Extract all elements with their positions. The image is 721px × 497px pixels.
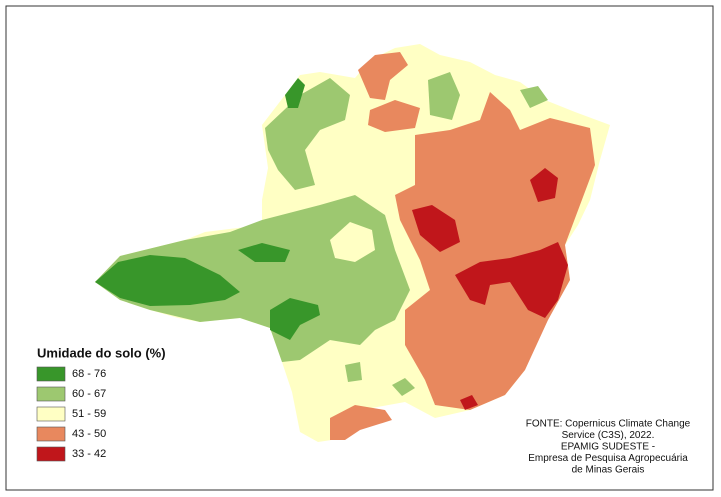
legend: Umidade do solo (%) 68 - 76 60 - 67 51 - 5… <box>36 345 166 462</box>
region <box>412 205 460 252</box>
legend-swatch <box>36 366 66 382</box>
region <box>368 100 420 132</box>
region <box>330 405 392 440</box>
region <box>345 362 362 382</box>
region <box>392 378 415 396</box>
source-note: FONTE: Copernicus Climate ChangeService … <box>526 419 691 476</box>
source-line: Service (C3S), 2022. <box>562 430 655 441</box>
region <box>455 242 568 318</box>
legend-title: Umidade do solo (%) <box>37 345 166 360</box>
legend-label: 68 - 76 <box>72 368 106 380</box>
region <box>270 298 320 340</box>
region <box>95 195 410 362</box>
legend-label: 43 - 50 <box>72 428 106 440</box>
legend-label: 33 - 42 <box>72 448 106 460</box>
source-line: FONTE: Copernicus Climate Change <box>526 419 691 430</box>
legend-swatch <box>36 386 66 402</box>
legend-swatch <box>36 406 66 422</box>
region <box>265 78 350 190</box>
region <box>238 243 290 262</box>
region <box>520 86 548 108</box>
region <box>460 395 478 410</box>
legend-swatch <box>36 426 66 442</box>
legend-label: 60 - 67 <box>72 388 106 400</box>
region <box>358 52 408 100</box>
source-line: Empresa de Pesquisa Agropecuária <box>528 453 688 464</box>
legend-label: 51 - 59 <box>72 408 106 420</box>
region <box>428 72 460 120</box>
source-line: de Minas Gerais <box>572 465 645 476</box>
region <box>530 168 558 202</box>
region <box>285 78 305 108</box>
legend-swatch <box>36 446 66 462</box>
region <box>330 222 375 262</box>
region <box>95 255 240 306</box>
source-line: EPAMIG SUDESTE - <box>561 442 655 453</box>
map <box>95 44 610 442</box>
